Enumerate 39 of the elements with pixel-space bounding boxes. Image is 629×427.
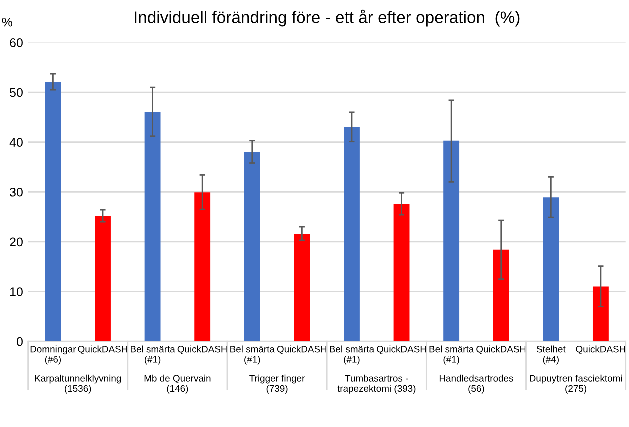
y-tick-label: 40: [10, 138, 23, 147]
text: Trigger finger (739): [250, 374, 306, 394]
bar: [444, 140, 460, 342]
bar: [592, 286, 609, 342]
bar: [394, 204, 410, 342]
y-tick-label: 0: [16, 337, 23, 346]
x-tick-label: Bel smärta (#1): [330, 346, 375, 365]
text: Mb de Quervain (146): [144, 374, 211, 394]
bar: [244, 152, 260, 342]
bar: [543, 198, 560, 342]
text: Karpaltunnelklyvning (1536): [35, 374, 122, 394]
text: Handledsartrodes (56): [440, 374, 514, 394]
bar: [95, 216, 111, 342]
y-tick-label: 30: [10, 188, 23, 197]
chart-title: Individuell förändring före - ett år efter operation (%): [135, 10, 520, 27]
x-tick-label: Bel smärta (#1): [430, 346, 474, 365]
bar: [194, 192, 211, 342]
x-tick-label: QuickDASH: [78, 346, 128, 354]
x-tick-label: Domningar (#6): [30, 346, 76, 365]
y-tick-label: 10: [10, 288, 23, 296]
x-tick-label: QuickDASH: [277, 346, 327, 354]
x-tick-label: QuickDASH: [377, 346, 426, 354]
bar: [294, 234, 310, 342]
text: Tumbasartros - trapezektomi (393): [338, 374, 416, 394]
y-tick-label: 60: [10, 38, 23, 48]
y-tick-label: 20: [10, 238, 23, 247]
x-tick-label: Bel smärta (#1): [131, 346, 176, 365]
x-tick-label: Stelhet (#4): [536, 346, 566, 365]
y-tick-label: 50: [10, 88, 23, 98]
y-axis-title: %: [2, 18, 13, 27]
x-tick-label: QuickDASH: [476, 346, 526, 354]
x-tick-label: QuickDASH: [178, 346, 228, 354]
x-tick-label: QuickDASH: [576, 346, 626, 354]
bar: [45, 82, 62, 342]
bar: [144, 112, 161, 342]
text: Dupuytren fasciektomi (275): [530, 374, 622, 394]
bar: [493, 250, 510, 342]
x-tick-label: Bel smärta (#1): [230, 346, 275, 365]
bar: [344, 127, 360, 342]
